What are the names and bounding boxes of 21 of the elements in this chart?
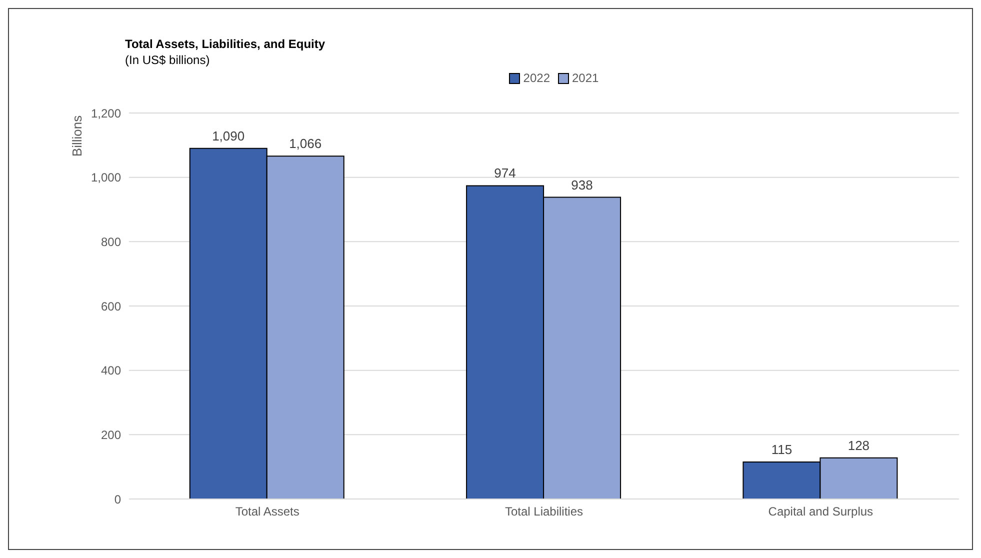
chart-subtitle: (In US$ billions) [125,53,210,67]
data-label: 1,066 [289,136,322,152]
data-label: 974 [494,166,516,181]
y-tick-label: 1,200 [90,106,122,120]
y-tick-label: 600 [100,299,122,314]
data-label: 938 [571,177,593,192]
y-tick-label: 0 [114,492,122,506]
y-tick-label: 1,000 [90,170,122,185]
legend-label: 2022 [522,71,550,85]
y-axis-title: Billions [70,114,85,157]
data-label: 128 [848,438,870,453]
y-tick-label: 400 [100,364,122,378]
chart-title: Total Assets, Liabilities, and Equity [125,37,326,51]
y-tick-label: 800 [100,234,122,249]
x-tick-label: Total Liabilities [504,504,584,519]
x-tick-label: Total Assets [235,504,300,519]
data-label: 115 [771,442,792,458]
data-label: 1,090 [212,128,245,144]
y-tick-label: 200 [100,428,122,442]
legend-label: 2021 [571,71,599,85]
x-tick-label: Capital and Surplus [768,504,874,519]
